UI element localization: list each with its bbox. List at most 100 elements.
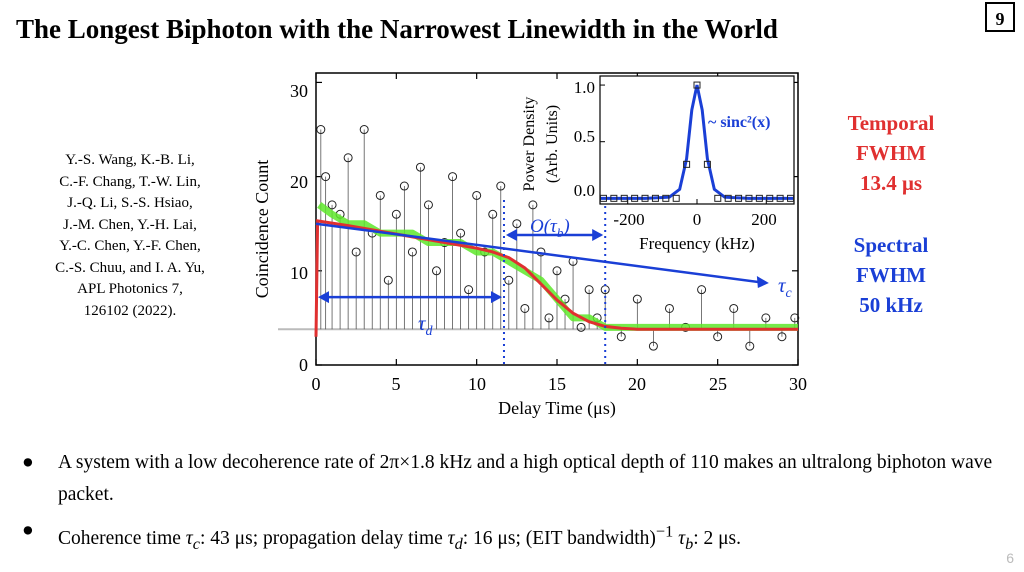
data-point bbox=[520, 303, 530, 313]
biphoton-chart: Delay Time (μs) Coincidence Count 0 5 10… bbox=[252, 72, 807, 419]
x-tick-label: 10 bbox=[468, 374, 486, 394]
tau-c-line bbox=[315, 222, 767, 285]
data-point bbox=[496, 181, 506, 191]
y-tick-label: 30 bbox=[290, 81, 308, 101]
data-point bbox=[584, 285, 594, 295]
data-point bbox=[761, 313, 771, 323]
inset-data-square bbox=[599, 194, 607, 202]
inset-data-square bbox=[651, 194, 659, 202]
data-point bbox=[576, 322, 586, 332]
citation-line: APL Photonics 7, bbox=[77, 281, 183, 297]
bullet-text: Coherence time τc: 43 μs; propagation de… bbox=[58, 522, 742, 553]
inset-data-square bbox=[766, 194, 774, 202]
data-point bbox=[472, 190, 482, 200]
y-tick-label: 0 bbox=[299, 355, 308, 375]
x-axis-label: Delay Time (μs) bbox=[498, 398, 616, 419]
citation-line: 126102 (2022). bbox=[83, 302, 177, 319]
data-point bbox=[359, 125, 369, 135]
data-point bbox=[321, 172, 331, 182]
page-number: 6 bbox=[1006, 550, 1014, 566]
data-point bbox=[316, 125, 326, 135]
temporal-value: 13.4 μs bbox=[859, 171, 923, 195]
inset-y-axis-label-units: (Arb. Units) bbox=[544, 105, 561, 183]
data-point bbox=[745, 341, 755, 351]
data-point bbox=[632, 294, 642, 304]
inset-data-square bbox=[787, 194, 795, 202]
data-point bbox=[399, 181, 409, 191]
inset-x-tick-label: 200 bbox=[751, 210, 777, 229]
inset-y-tick-label: 0.5 bbox=[574, 127, 595, 146]
spectral-fwhm: Spectral FWHM 50 kHz bbox=[826, 230, 956, 320]
data-point bbox=[697, 285, 707, 295]
citation-line: J.-M. Chen, Y.-H. Lai, bbox=[63, 216, 197, 233]
slide-number-badge: 9 bbox=[985, 2, 1015, 32]
slide-title: The Longest Biphoton with the Narrowest … bbox=[16, 14, 778, 44]
arrowhead-icon bbox=[505, 229, 517, 242]
tau-c-label: τc bbox=[778, 273, 793, 301]
x-tick-label: 0 bbox=[312, 374, 321, 394]
citation-line: C.-S. Chuu, and I. A. Yu, bbox=[55, 259, 205, 276]
data-point bbox=[407, 247, 417, 257]
data-point bbox=[512, 219, 522, 229]
x-tick-label: 25 bbox=[709, 374, 727, 394]
temporal-fwhm: Temporal FWHM 13.4 μs bbox=[826, 108, 956, 198]
data-point bbox=[552, 266, 562, 276]
data-point bbox=[488, 209, 498, 219]
citation-line: Y.-C. Chen, Y.-F. Chen, bbox=[59, 238, 201, 254]
bullet-item: ● Coherence time τc: 43 μs; propagation … bbox=[22, 515, 1012, 559]
inset-data-square bbox=[672, 194, 680, 202]
inset-data-square bbox=[620, 194, 628, 202]
inset-y-tick-label: 1.0 bbox=[574, 78, 595, 97]
inset-data-square bbox=[714, 194, 722, 202]
data-point bbox=[528, 200, 538, 210]
temporal-fwhm-label: FWHM bbox=[856, 141, 926, 165]
inset-data-square bbox=[631, 194, 639, 202]
x-tick-label: 30 bbox=[789, 374, 807, 394]
bullet-dot-icon: ● bbox=[22, 452, 34, 473]
data-point bbox=[713, 332, 723, 342]
inset-x-tick-label: -200 bbox=[613, 210, 644, 229]
inset-data-square bbox=[641, 194, 649, 202]
data-point bbox=[616, 332, 626, 342]
inset-data-square bbox=[610, 194, 618, 202]
arrowhead-icon bbox=[592, 229, 604, 242]
citation-line: J.-Q. Li, S.-S. Hsiao, bbox=[67, 195, 193, 211]
data-point bbox=[343, 153, 353, 163]
data-point bbox=[415, 162, 425, 172]
inset-data-square bbox=[745, 194, 753, 202]
temporal-label: Temporal bbox=[847, 111, 935, 135]
bullet-text: A system with a low decoherence rate of … bbox=[58, 452, 993, 505]
inset-x-axis-label: Frequency (kHz) bbox=[639, 234, 755, 253]
data-point bbox=[464, 285, 474, 295]
y-tick-label: 10 bbox=[290, 263, 308, 283]
data-point bbox=[777, 332, 787, 342]
inset-x-tick-label: 0 bbox=[693, 210, 702, 229]
sinc-label: ~ sinc²(x) bbox=[708, 114, 770, 131]
spectral-fwhm-label: FWHM bbox=[856, 263, 926, 287]
x-tick-label: 5 bbox=[392, 374, 401, 394]
data-point bbox=[423, 200, 433, 210]
data-point bbox=[648, 341, 658, 351]
citation: Y.-S. Wang, K.-B. Li, C.-F. Chang, T.-W.… bbox=[10, 150, 250, 322]
bullet-list: ● A system with a low decoherence rate o… bbox=[22, 447, 1012, 559]
inset-data-square bbox=[693, 81, 701, 89]
inset-y-axis-label: Power Density bbox=[521, 97, 538, 192]
x-tick-label: 15 bbox=[548, 374, 566, 394]
data-point bbox=[391, 209, 401, 219]
inset-data-square bbox=[776, 194, 784, 202]
arrowhead-icon bbox=[318, 291, 329, 304]
arrowhead-icon bbox=[756, 276, 769, 289]
data-point bbox=[351, 247, 361, 257]
inset-data-square bbox=[703, 160, 711, 168]
x-tick-label: 20 bbox=[628, 374, 646, 394]
data-point bbox=[327, 200, 337, 210]
data-point bbox=[504, 275, 514, 285]
data-point bbox=[664, 303, 674, 313]
data-point bbox=[729, 303, 739, 313]
o-tau-b-label: O(τb) bbox=[530, 216, 570, 240]
data-point bbox=[375, 190, 385, 200]
y-axis-label: Coincidence Count bbox=[252, 160, 272, 298]
green-trace bbox=[317, 202, 798, 331]
inset-data-square bbox=[724, 194, 732, 202]
bullet-dot-icon: ● bbox=[22, 520, 34, 541]
